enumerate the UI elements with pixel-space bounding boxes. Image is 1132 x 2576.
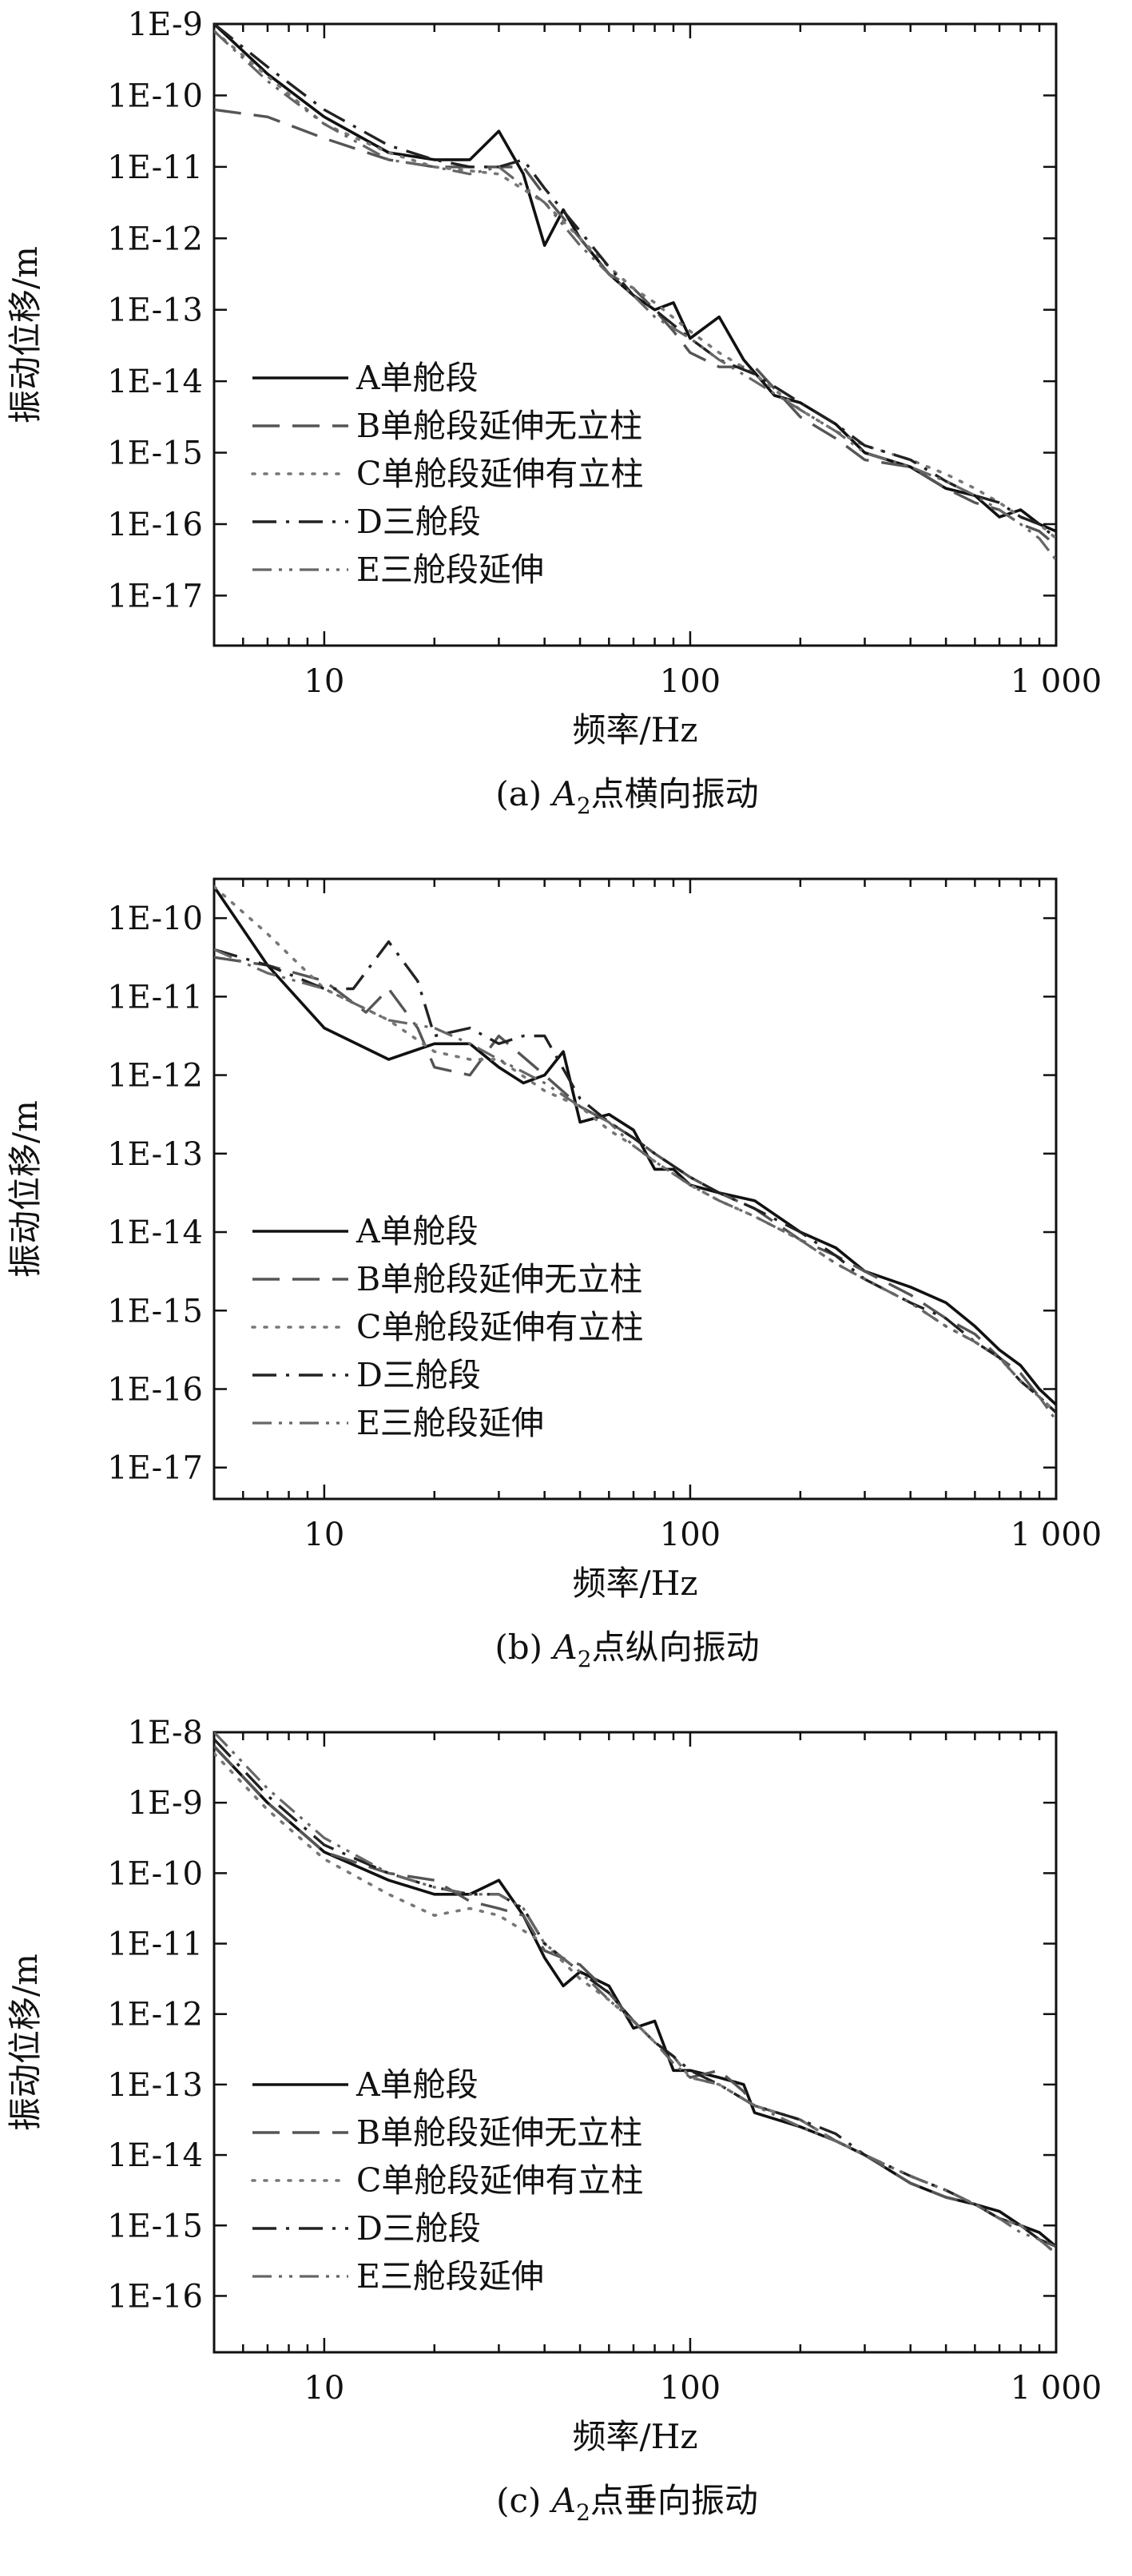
legend-label: A单舱段 xyxy=(355,2065,479,2104)
chart-panel-c: 10 100 1 000 1E-8 1E-9 1E-10 1E-11 1E-12 1E-13 1E… xyxy=(6,1715,1102,2526)
caption-subscript: 2 xyxy=(577,793,591,819)
y-axis-label: 振动位移/m xyxy=(6,1954,45,2131)
y-tick-label: 1E-14 xyxy=(107,364,203,400)
y-tick-label: 1E-15 xyxy=(107,1293,203,1330)
y-tick-label: 1E-9 xyxy=(128,6,203,43)
legend-label: C单舱段延伸有立柱 xyxy=(356,455,643,493)
legend-label: C单舱段延伸有立柱 xyxy=(356,2161,643,2200)
y-tick-label: 1E-15 xyxy=(107,435,203,472)
series-line-e xyxy=(214,948,1056,1421)
legend-label: E三舱段延伸 xyxy=(356,2257,544,2296)
x-tick-label: 100 xyxy=(660,2370,721,2407)
y-tick-label: 1E-11 xyxy=(107,149,203,186)
x-axis-label: 频率/Hz xyxy=(573,2417,698,2456)
series-line-b xyxy=(214,108,1056,547)
y-tick-label: 1E-17 xyxy=(107,578,203,614)
series-group xyxy=(214,885,1056,1421)
x-axis-label: 频率/Hz xyxy=(573,1564,698,1603)
legend-label: E三舱段延伸 xyxy=(356,1404,544,1442)
y-tick-label: 1E-10 xyxy=(107,1855,203,1892)
caption-variable: A xyxy=(550,1628,577,1667)
y-tick-label: 1E-11 xyxy=(107,1926,203,1963)
y-tick-label: 1E-13 xyxy=(107,1136,203,1173)
x-tick-label: 100 xyxy=(660,663,721,700)
y-tick-label: 1E-14 xyxy=(107,2137,203,2174)
y-tick-label: 1E-15 xyxy=(107,2208,203,2244)
series-line-c xyxy=(214,30,1056,540)
series-line-d xyxy=(214,940,1056,1414)
figure-caption: (b) A2点纵向振动 xyxy=(495,1628,759,1672)
legend-label: B单舱段延伸无立柱 xyxy=(356,1260,642,1298)
x-tick-label: 10 xyxy=(304,663,344,700)
series-group xyxy=(214,24,1056,561)
legend: A单舱段 B单舱段延伸无立柱 C单舱段延伸有立柱 D三舱段 E三舱段延伸 xyxy=(251,359,643,589)
y-axis-label: 振动位移/m xyxy=(6,246,45,423)
y-tick-label: 1E-10 xyxy=(107,900,203,937)
x-tick-label: 1 000 xyxy=(1011,2370,1102,2407)
y-tick-label: 1E-12 xyxy=(107,221,203,257)
caption-prefix: (a) xyxy=(495,774,552,813)
figure-caption: (c) A2点垂向振动 xyxy=(496,2481,758,2526)
y-tick-label: 1E-13 xyxy=(107,2067,203,2104)
caption-prefix: (b) xyxy=(495,1628,553,1667)
caption-text: 点纵向振动 xyxy=(592,1628,760,1667)
caption-variable: A xyxy=(549,2481,576,2520)
legend-label: B单舱段延伸无立柱 xyxy=(356,2113,642,2152)
caption-prefix: (c) xyxy=(496,2481,552,2520)
series-line-e xyxy=(214,30,1056,561)
chart-panel-b: 10 100 1 000 1E-10 1E-11 1E-12 1E-13 1E-14 1E-15… xyxy=(6,877,1102,1672)
legend: A单舱段 B单舱段延伸无立柱 C单舱段延伸有立柱 D三舱段 E三舱段延伸 xyxy=(251,2065,643,2296)
x-tick-label: 1 000 xyxy=(1011,663,1102,700)
figure-caption: (a) A2点横向振动 xyxy=(495,774,758,819)
caption-text: 点垂向振动 xyxy=(590,2481,758,2520)
x-tick-label: 10 xyxy=(304,1517,344,1553)
y-tick-label: 1E-14 xyxy=(107,1214,203,1251)
y-tick-label: 1E-10 xyxy=(107,78,203,114)
y-axis-label: 振动位移/m xyxy=(6,1100,45,1278)
legend-label: D三舱段 xyxy=(356,1356,481,1394)
caption-subscript: 2 xyxy=(578,1646,592,1672)
plot-frame xyxy=(212,22,1058,647)
y-tick-label: 1E-16 xyxy=(107,507,203,543)
legend-label: D三舱段 xyxy=(356,503,481,541)
legend-label: A单舱段 xyxy=(355,1212,479,1250)
caption-subscript: 2 xyxy=(576,2499,590,2526)
y-tick-label: 1E-17 xyxy=(107,1450,203,1487)
x-tick-label: 1 000 xyxy=(1011,1517,1102,1553)
chart-panel-a: 10 100 1 000 1E-9 1E-10 1E-11 1E-12 1E-13 1E-14 1… xyxy=(6,6,1102,819)
legend-label: E三舱段延伸 xyxy=(356,551,544,589)
legend: A单舱段 B单舱段延伸无立柱 C单舱段延伸有立柱 D三舱段 E三舱段延伸 xyxy=(251,1212,643,1442)
y-tick-label: 1E-11 xyxy=(107,979,203,1016)
plot-frame xyxy=(212,877,1058,1501)
y-tick-label: 1E-12 xyxy=(107,1058,203,1095)
caption-text: 点横向振动 xyxy=(591,774,759,813)
series-line-a xyxy=(214,24,1056,533)
y-tick-label: 1E-8 xyxy=(128,1715,203,1751)
legend-label: B单舱段延伸无立柱 xyxy=(356,407,642,445)
y-tick-label: 1E-12 xyxy=(107,1997,203,2033)
legend-label: D三舱段 xyxy=(356,2209,481,2248)
x-tick-label: 100 xyxy=(660,1517,721,1553)
x-axis-label: 频率/Hz xyxy=(573,710,698,749)
y-tick-label: 1E-16 xyxy=(107,2278,203,2315)
y-tick-label: 1E-13 xyxy=(107,292,203,329)
legend-label: A单舱段 xyxy=(355,359,479,397)
series-group xyxy=(214,1732,1056,2256)
plot-frame xyxy=(212,1731,1058,2354)
y-tick-label: 1E-9 xyxy=(128,1785,203,1822)
series-line-d xyxy=(214,24,1056,540)
x-tick-label: 10 xyxy=(304,2370,344,2407)
series-line-e xyxy=(214,1732,1056,2255)
legend-label: C单舱段延伸有立柱 xyxy=(356,1308,643,1346)
caption-variable: A xyxy=(549,774,576,813)
y-tick-label: 1E-16 xyxy=(107,1371,203,1408)
